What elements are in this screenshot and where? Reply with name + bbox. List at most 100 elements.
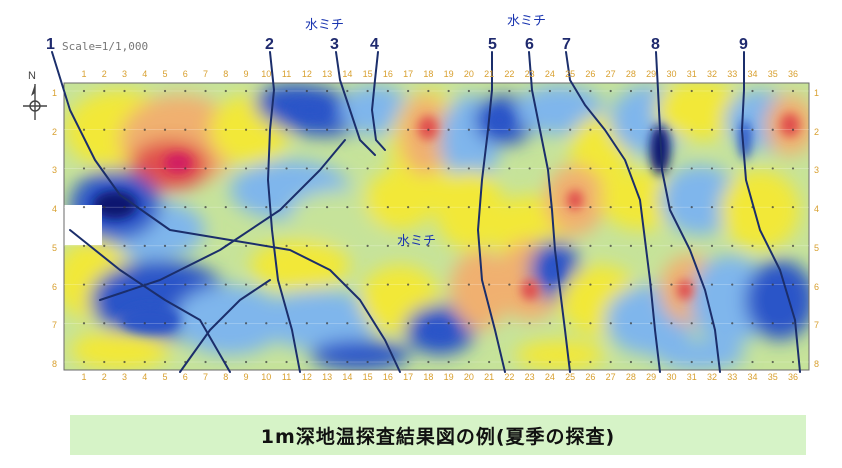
sample-point	[224, 283, 227, 286]
temperature-zone	[720, 170, 800, 250]
sample-point	[386, 206, 389, 209]
column-number-top: 27	[605, 69, 616, 79]
column-number-top: 17	[403, 69, 414, 79]
sample-point	[751, 283, 754, 286]
sample-point	[346, 206, 349, 209]
sample-point	[366, 128, 369, 131]
sample-point	[528, 128, 531, 131]
temperature-zone	[690, 255, 770, 345]
column-number-top: 19	[443, 69, 454, 79]
column-number-bottom: 10	[261, 372, 272, 382]
sample-point	[82, 360, 86, 364]
sample-point	[731, 167, 734, 170]
sample-point	[447, 128, 450, 131]
sample-point	[447, 322, 450, 325]
row-number-left: 5	[52, 242, 58, 253]
sample-point	[670, 322, 673, 325]
sample-point	[184, 128, 187, 131]
sample-point	[508, 322, 511, 325]
water-path-line	[69, 229, 231, 373]
temperature-zone	[660, 165, 740, 235]
sample-point	[366, 167, 369, 170]
column-number-top: 33	[727, 69, 738, 79]
sample-point	[123, 206, 126, 209]
column-number-bottom: 34	[747, 372, 758, 382]
sample-point	[244, 360, 248, 364]
column-number-bottom: 16	[382, 372, 393, 382]
column-number-top: 21	[484, 69, 495, 79]
sample-point	[224, 128, 227, 131]
sample-point	[629, 167, 633, 170]
sample-point	[569, 322, 572, 325]
sample-point	[184, 206, 187, 209]
sample-point	[690, 167, 693, 170]
sample-point	[548, 206, 552, 209]
sample-point	[508, 89, 511, 93]
column-number-bottom: 13	[322, 372, 333, 382]
sample-point	[386, 244, 389, 247]
temperature-zone	[340, 85, 410, 135]
column-number-top: 28	[625, 69, 636, 79]
sample-point	[569, 283, 572, 286]
column-number-top: 9	[243, 69, 249, 79]
sample-point	[427, 89, 430, 93]
sample-point	[204, 128, 207, 131]
column-number-top: 11	[281, 69, 292, 79]
sample-point	[589, 167, 592, 170]
water-path-line	[565, 51, 661, 373]
sample-point	[791, 128, 795, 131]
sample-point	[589, 360, 592, 364]
sample-point	[447, 360, 450, 364]
sample-point	[650, 89, 653, 93]
sample-point	[731, 244, 734, 247]
column-number-top: 6	[182, 69, 188, 79]
column-number-top: 5	[162, 69, 168, 79]
temperature-zone	[450, 250, 510, 330]
sample-point	[386, 89, 389, 93]
sample-point	[629, 89, 633, 93]
sample-point	[589, 89, 592, 93]
column-number-top: 30	[666, 69, 677, 79]
sample-point	[447, 167, 450, 170]
sample-point	[791, 167, 795, 170]
line-number-3: 3	[330, 36, 339, 53]
sample-point	[650, 128, 653, 131]
sample-point	[407, 206, 410, 209]
sample-point	[569, 128, 572, 131]
sample-point	[265, 167, 268, 170]
sample-point	[508, 128, 511, 131]
water-path-line	[179, 279, 271, 373]
column-number-top: 16	[382, 69, 393, 79]
column-number-top: 13	[322, 69, 333, 79]
row-number-left: 4	[52, 204, 58, 215]
sample-point	[771, 128, 774, 131]
sample-point	[123, 360, 126, 364]
column-number-top: 32	[706, 69, 717, 79]
temperature-fields	[64, 83, 809, 370]
sample-point	[467, 89, 470, 93]
sample-point	[650, 206, 653, 209]
north-arrow-icon	[23, 84, 47, 120]
sample-point	[569, 244, 572, 247]
sample-point	[690, 206, 693, 209]
water-path-line	[267, 51, 301, 373]
sample-point	[163, 206, 167, 209]
sample-point	[305, 360, 308, 364]
sample-point	[123, 128, 126, 131]
sample-point	[325, 360, 329, 364]
sample-point	[710, 128, 714, 131]
sample-point	[407, 360, 410, 364]
sample-point	[629, 206, 633, 209]
water-path-line	[99, 139, 346, 301]
sample-point	[204, 167, 207, 170]
sample-point	[163, 167, 167, 170]
sample-point	[244, 283, 248, 286]
sample-point	[609, 360, 612, 364]
column-number-bottom: 9	[243, 372, 249, 382]
sample-point	[265, 206, 268, 209]
column-number-bottom: 5	[162, 372, 168, 382]
column-number-top: 31	[686, 69, 697, 79]
sample-point	[467, 360, 470, 364]
row-number-right: 4	[814, 204, 820, 215]
temperature-core	[547, 258, 563, 282]
